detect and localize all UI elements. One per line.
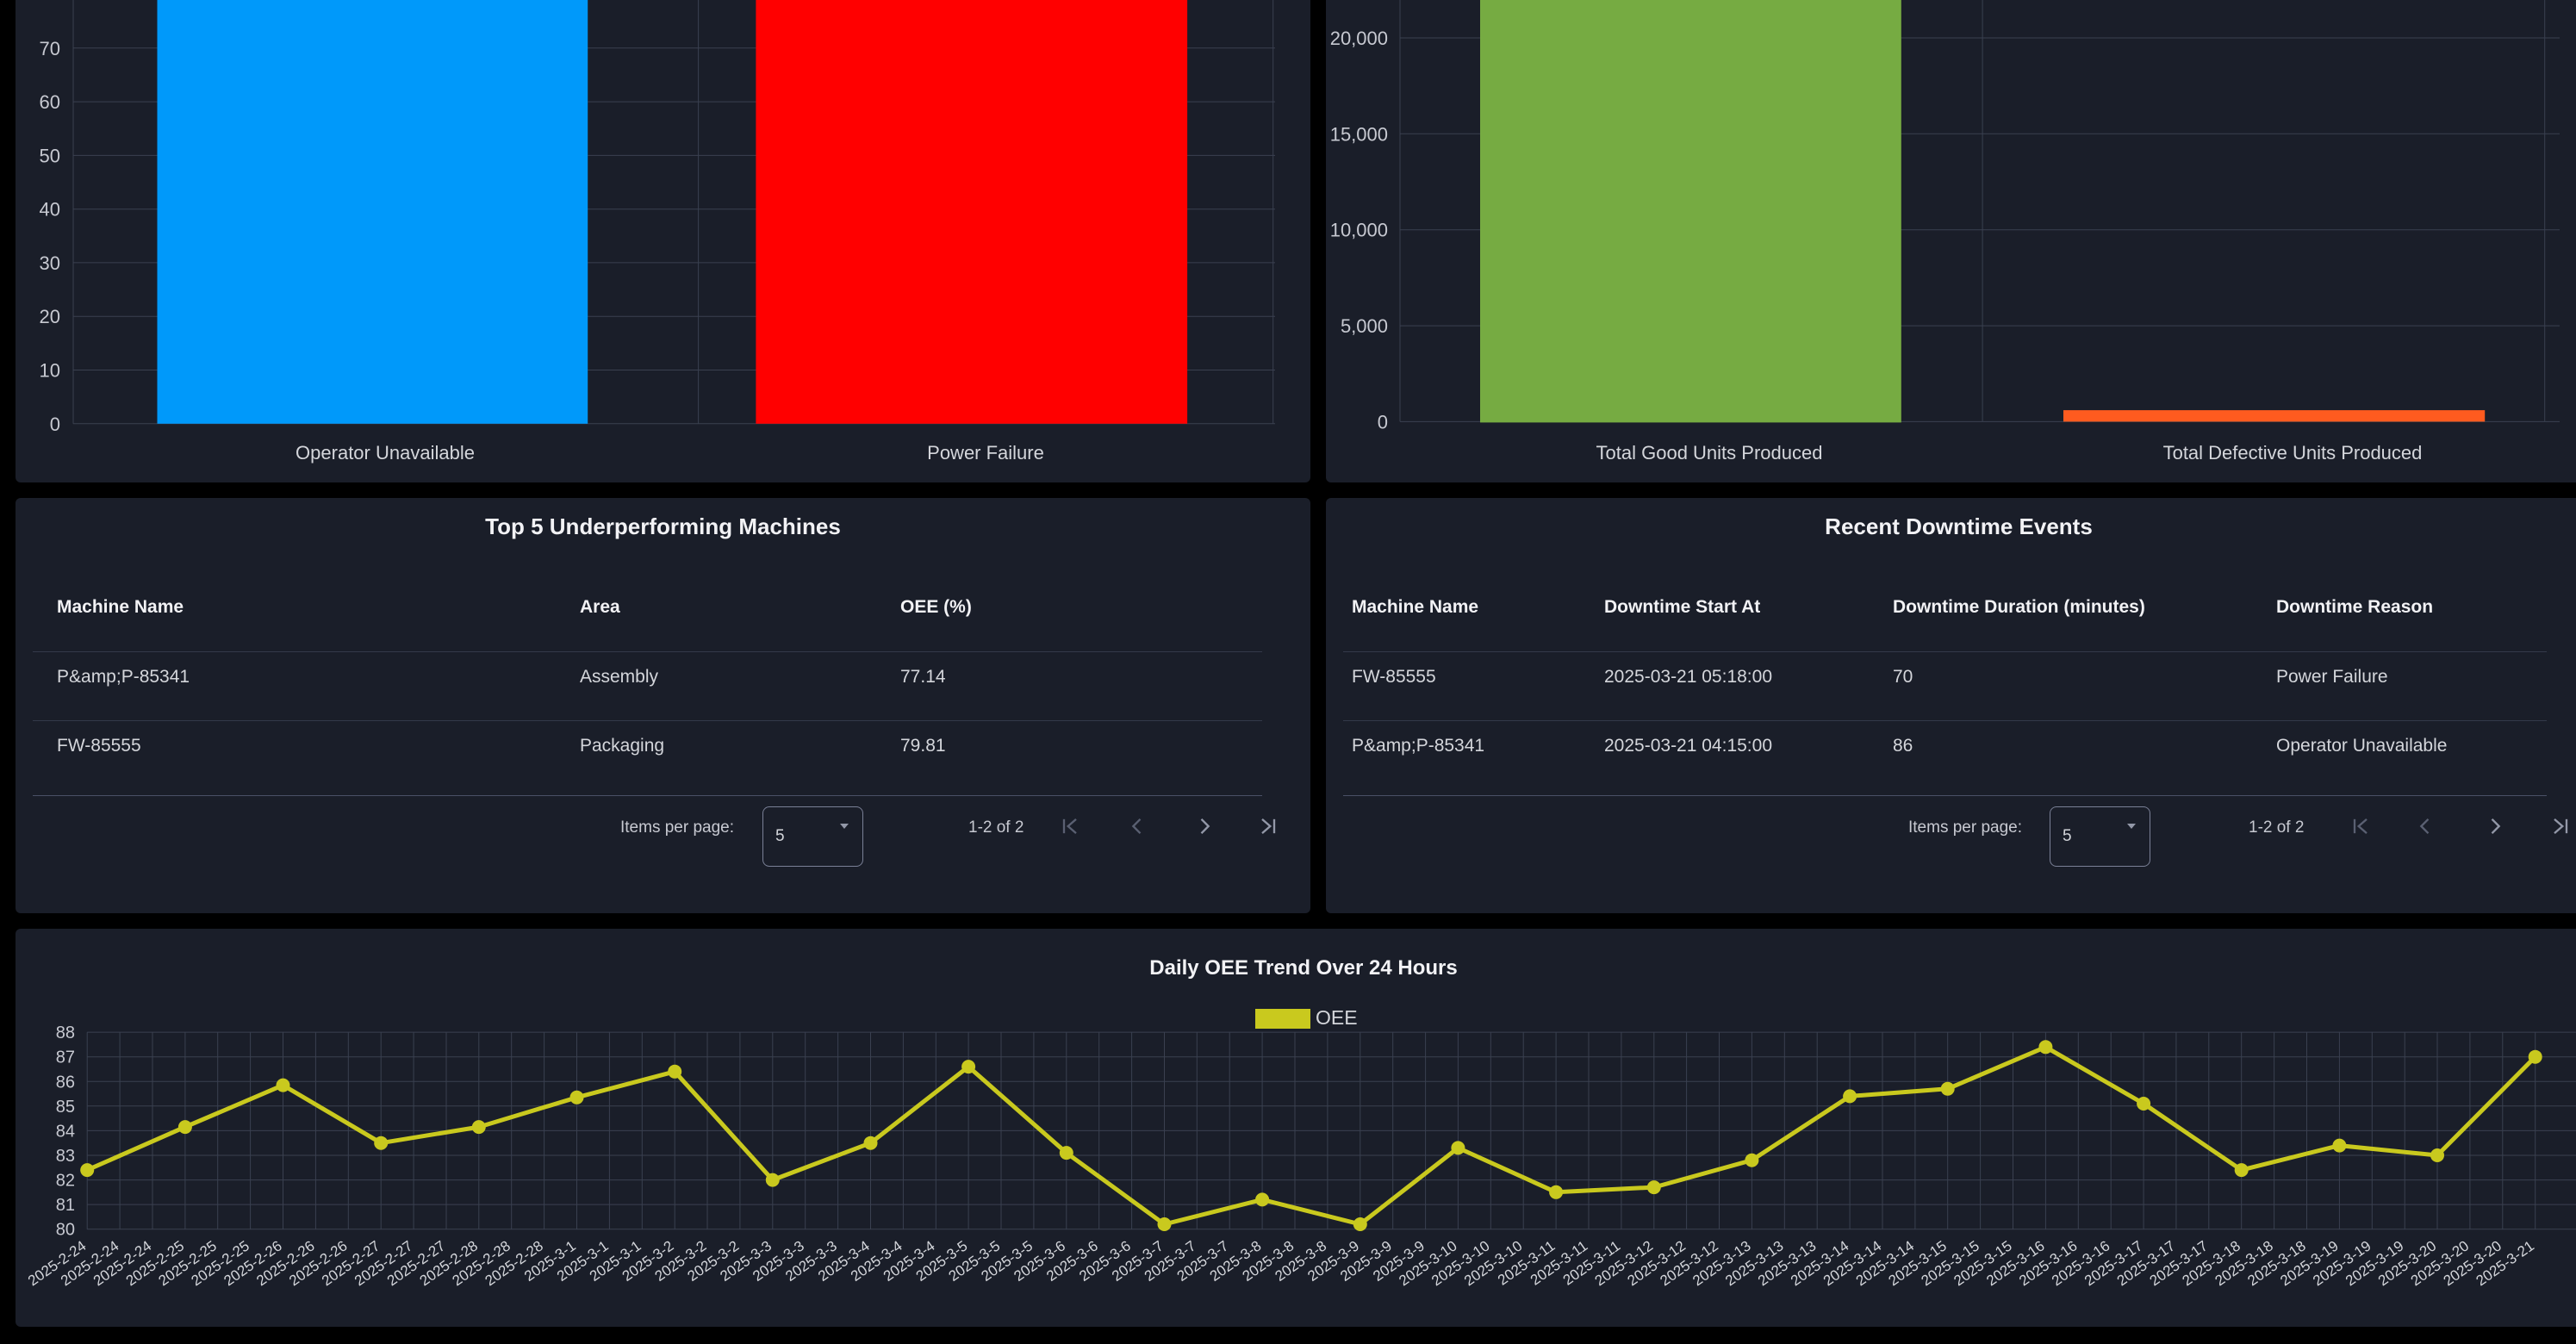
svg-text:20: 20 xyxy=(40,306,60,327)
svg-text:Operator Unavailable: Operator Unavailable xyxy=(296,442,475,464)
svg-text:15,000: 15,000 xyxy=(1330,123,1388,145)
svg-text:50: 50 xyxy=(40,145,60,166)
svg-text:30: 30 xyxy=(40,252,60,274)
svg-text:20,000: 20,000 xyxy=(1330,28,1388,49)
svg-text:83: 83 xyxy=(56,1147,75,1166)
svg-text:80: 80 xyxy=(56,1221,75,1240)
svg-text:10: 10 xyxy=(40,360,60,382)
svg-text:60: 60 xyxy=(40,91,60,113)
svg-text:0: 0 xyxy=(50,414,60,435)
svg-text:Total Defective Units Produced: Total Defective Units Produced xyxy=(2163,442,2423,464)
svg-text:10,000: 10,000 xyxy=(1330,220,1388,241)
svg-text:82: 82 xyxy=(56,1172,75,1191)
svg-text:81: 81 xyxy=(56,1196,75,1215)
svg-text:88: 88 xyxy=(56,1024,75,1042)
svg-text:86: 86 xyxy=(56,1073,75,1092)
svg-text:84: 84 xyxy=(56,1122,75,1141)
svg-text:70: 70 xyxy=(40,38,60,59)
svg-text:Total Good Units Produced: Total Good Units Produced xyxy=(1596,442,1823,464)
svg-text:5,000: 5,000 xyxy=(1341,315,1388,337)
svg-text:85: 85 xyxy=(56,1098,75,1117)
svg-text:87: 87 xyxy=(56,1048,75,1067)
svg-text:40: 40 xyxy=(40,199,60,221)
svg-text:0: 0 xyxy=(1378,411,1388,432)
svg-text:Power Failure: Power Failure xyxy=(927,442,1044,464)
